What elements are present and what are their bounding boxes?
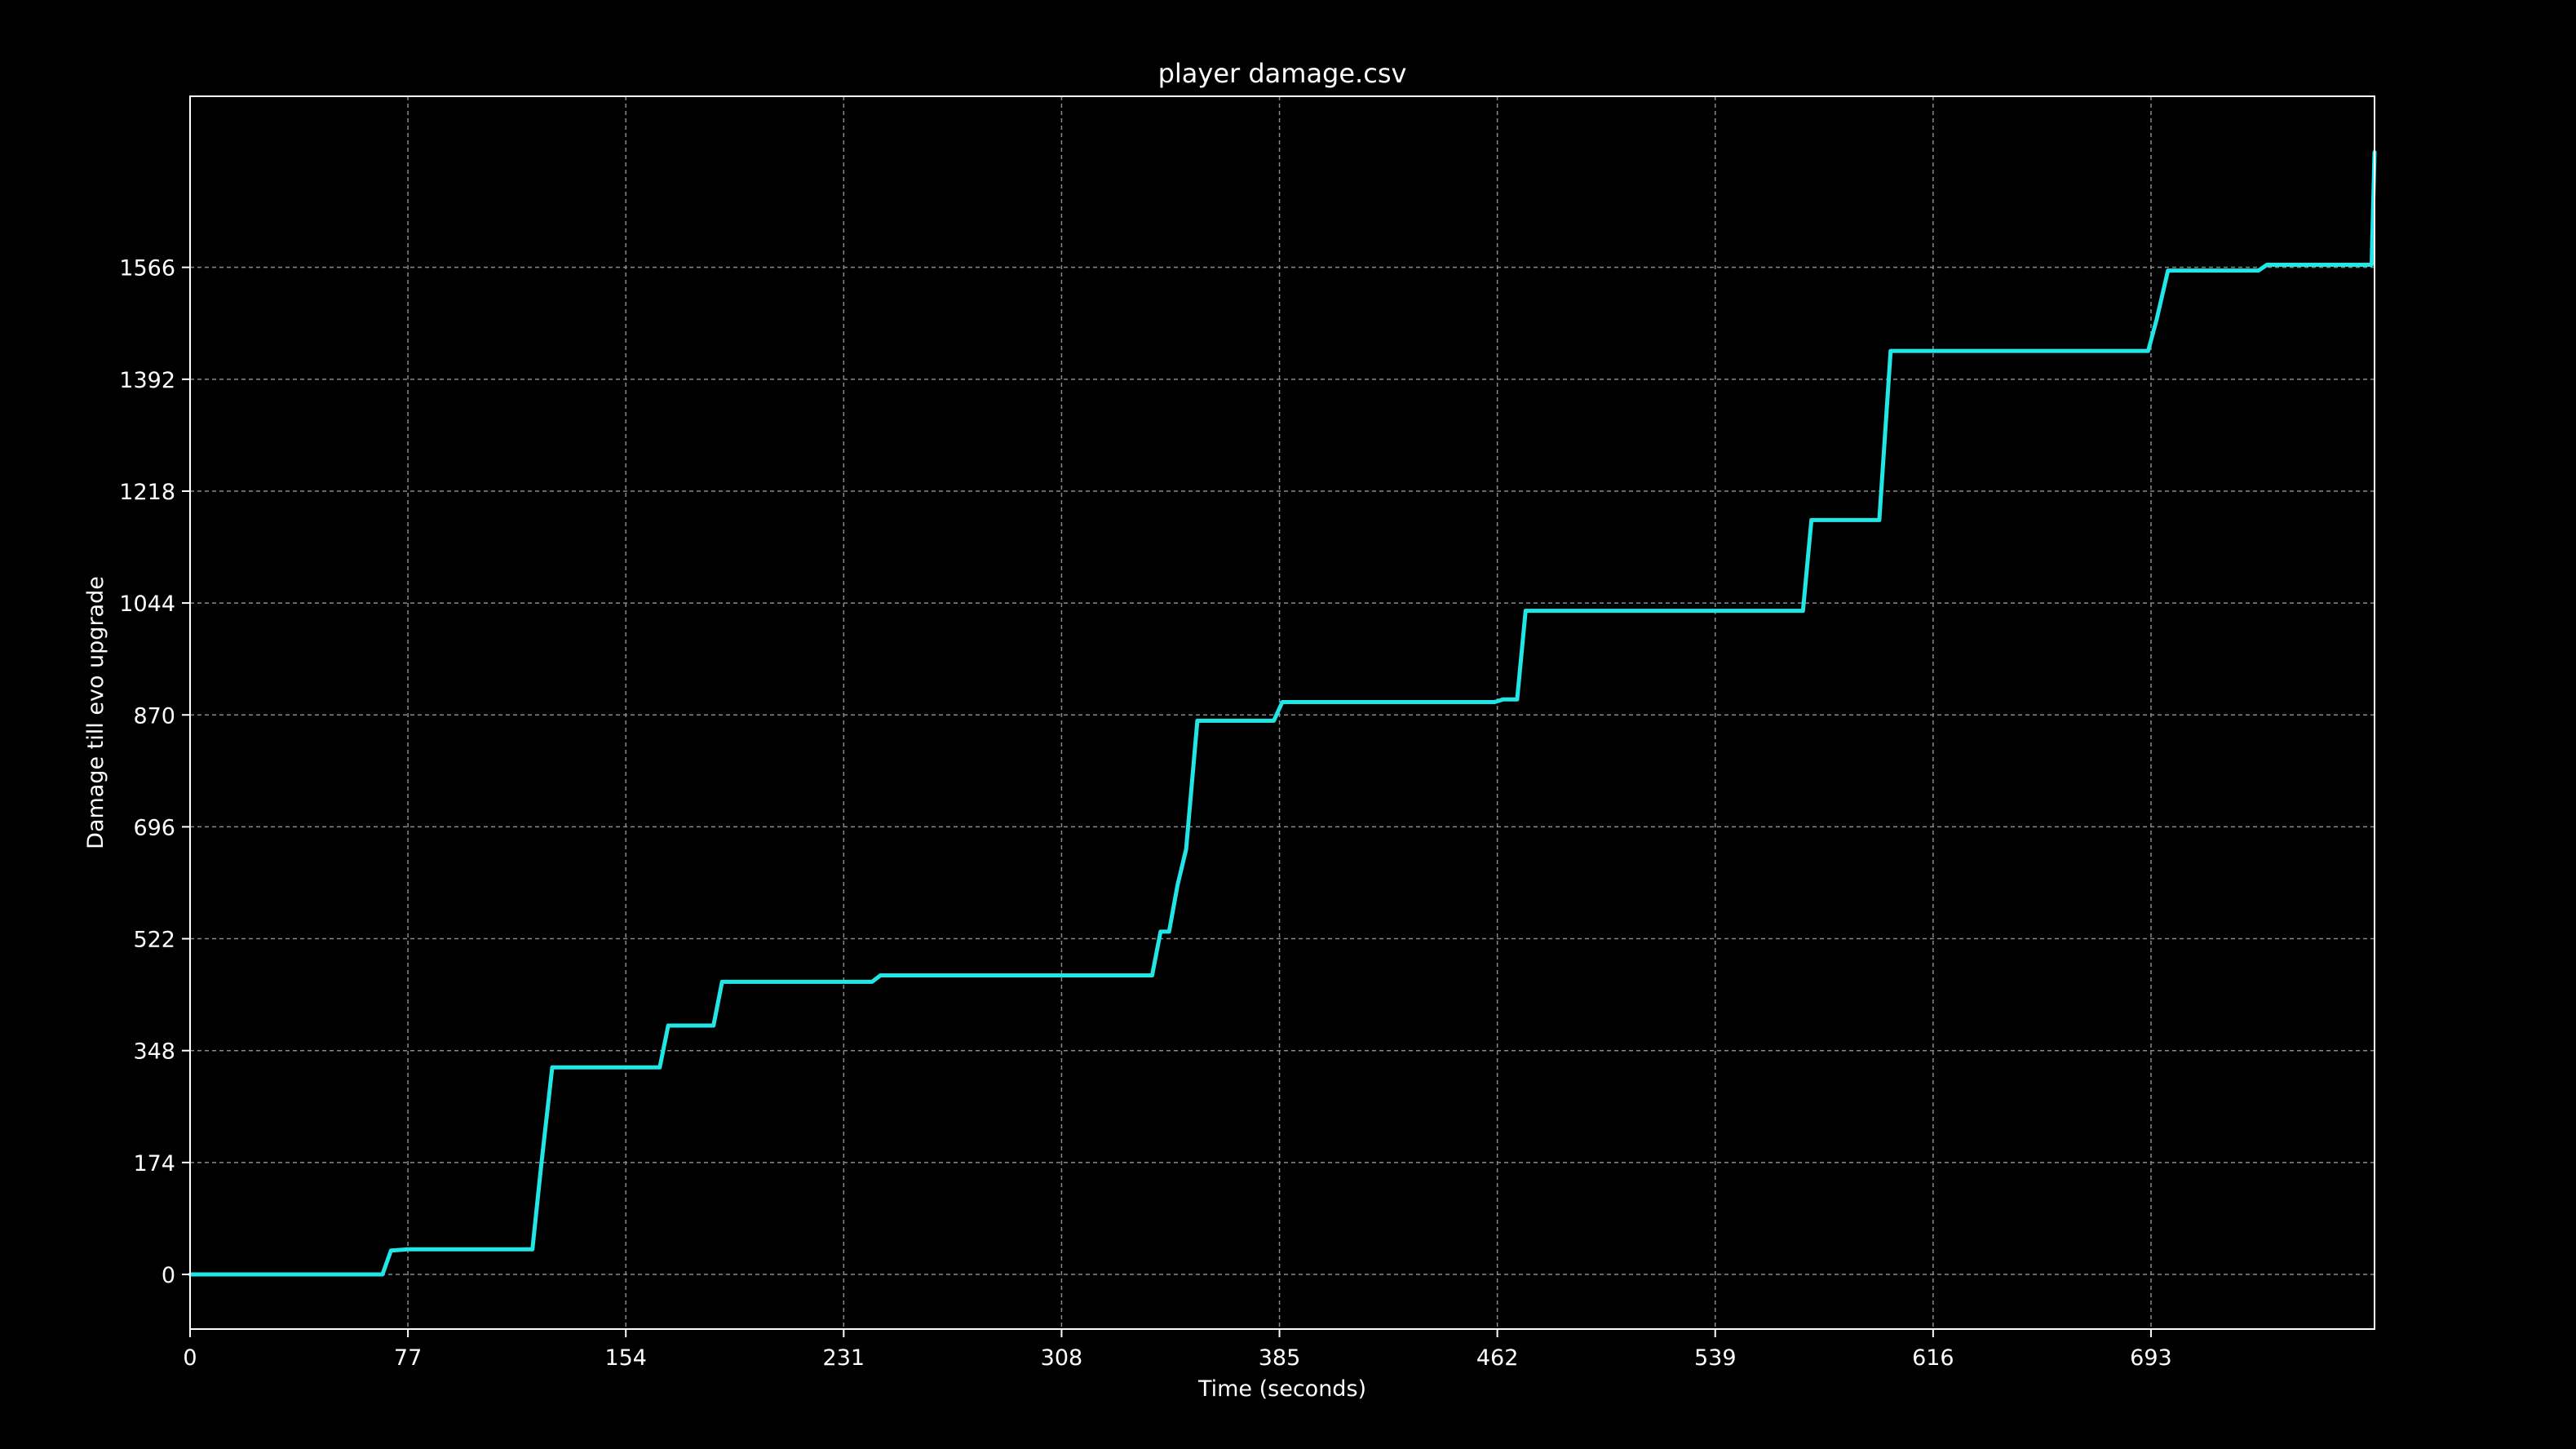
y-tick-label: 522 [133, 928, 175, 953]
x-tick-label: 539 [1694, 1345, 1737, 1371]
plot-area-frame [189, 95, 2375, 1330]
x-tick-label: 693 [2130, 1345, 2172, 1371]
chart-title: player damage.csv [1158, 58, 1407, 89]
y-tick-label: 696 [133, 815, 175, 840]
y-tick-label: 1044 [119, 592, 175, 617]
y-tick-label: 1566 [119, 256, 175, 281]
y-tick-label: 870 [133, 703, 175, 729]
damage-series-line [188, 150, 2377, 1277]
x-tick-label: 154 [604, 1345, 647, 1371]
x-tick-label: 616 [1912, 1345, 1954, 1371]
y-tick-label: 0 [162, 1263, 175, 1288]
y-tick-label: 174 [133, 1151, 175, 1176]
y-tick-label: 1218 [119, 480, 175, 505]
x-axis: 0 77 154 231 308 385 462 539 616 693 [183, 1329, 2172, 1371]
y-axis-label: Damage till evo upgrade [83, 576, 108, 849]
x-tick-label: 308 [1041, 1345, 1083, 1371]
x-tick-label: 462 [1476, 1345, 1519, 1371]
y-tick-label: 1392 [119, 368, 175, 393]
x-axis-label: Time (seconds) [1197, 1376, 1366, 1402]
y-axis: 0 174 348 522 696 870 1044 1218 1392 1566 [119, 256, 190, 1288]
series-layer [188, 150, 2377, 1277]
x-tick-label: 385 [1259, 1345, 1301, 1371]
x-tick-label: 0 [183, 1345, 197, 1371]
x-tick-label: 77 [394, 1345, 422, 1371]
y-tick-label: 348 [133, 1039, 175, 1065]
x-tick-label: 231 [823, 1345, 865, 1371]
